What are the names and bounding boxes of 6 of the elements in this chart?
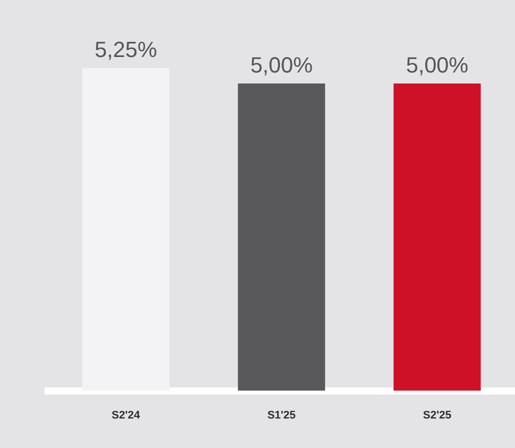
data-label: 5,00% — [406, 52, 468, 78]
data-label: 5,00% — [250, 52, 313, 78]
x-tick-label: S2'24 — [112, 409, 141, 422]
x-tick-label: S1'25 — [267, 409, 296, 422]
x-tick-label: S2'25 — [423, 409, 452, 422]
data-label: 5,25% — [94, 37, 158, 62]
